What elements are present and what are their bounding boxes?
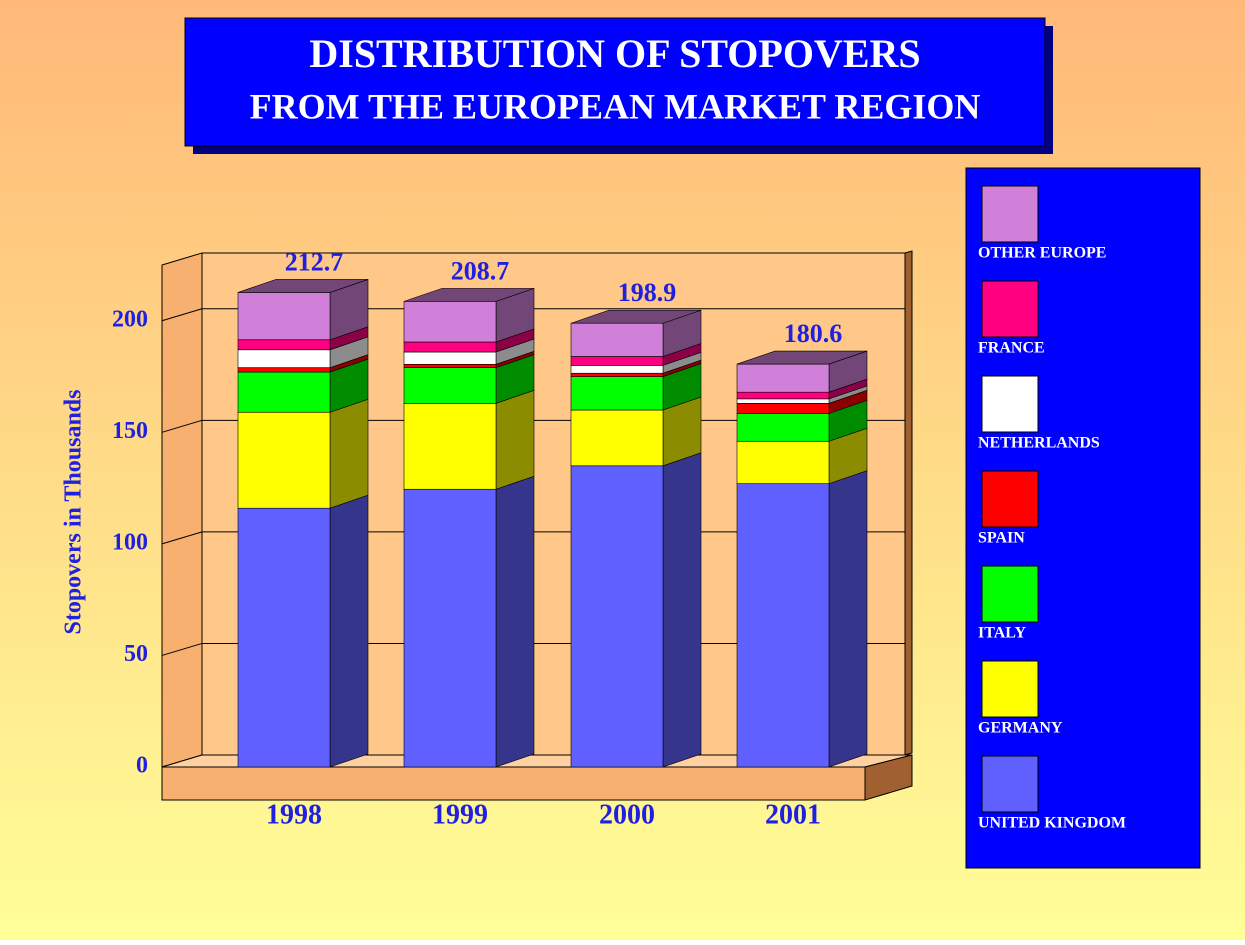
bar-segment — [403, 351, 497, 365]
bar-side — [662, 452, 702, 768]
bar-segment — [237, 371, 331, 413]
bar-segment — [403, 301, 497, 343]
y-axis-label: Stopovers in Thousands — [61, 390, 87, 635]
bar-side — [329, 494, 369, 768]
bar-segment — [237, 411, 331, 509]
bar-segment — [570, 372, 664, 377]
grid-line — [161, 419, 203, 433]
legend-swatch — [981, 755, 1039, 813]
bar-side — [329, 398, 369, 509]
bar-segment — [237, 339, 331, 351]
bar-segment — [237, 507, 331, 768]
legend-label: OTHER EUROPE — [978, 245, 1106, 262]
total-label: 208.7 — [451, 256, 510, 285]
y-tick-label: 0 — [136, 753, 148, 779]
legend-label: FRANCE — [978, 340, 1045, 357]
grid-line — [161, 642, 203, 656]
legend-swatch — [981, 280, 1039, 338]
grid-line — [161, 308, 203, 322]
bar-top — [736, 350, 868, 365]
bar-side — [495, 475, 535, 768]
bar-segment — [403, 363, 497, 368]
y-tick-label: 200 — [112, 306, 148, 332]
bar-segment — [237, 292, 331, 341]
bar-segment — [570, 322, 664, 357]
bar-segment — [403, 403, 497, 490]
floor-front — [161, 766, 866, 801]
bar-segment — [570, 409, 664, 467]
y-tick-label: 50 — [124, 641, 148, 667]
x-tick-label: 2001 — [765, 799, 821, 830]
chart-title: DISTRIBUTION OF STOPOVERS — [309, 31, 920, 76]
legend-swatch — [981, 565, 1039, 623]
back-wall-edge — [904, 250, 913, 756]
legend-label: ITALY — [978, 625, 1026, 642]
bar-segment — [403, 488, 497, 768]
legend-label: UNITED KINGDOM — [978, 815, 1126, 832]
bar-segment — [736, 403, 830, 414]
total-label: 198.9 — [618, 278, 677, 307]
title-box — [184, 17, 1046, 147]
bar-segment — [736, 413, 830, 442]
legend-swatch — [981, 660, 1039, 718]
total-label: 212.7 — [285, 247, 344, 276]
y-tick-label: 150 — [112, 418, 148, 444]
legend-swatch — [981, 185, 1039, 243]
bar-segment — [237, 367, 331, 373]
bar-segment — [736, 391, 830, 400]
bar-segment — [403, 367, 497, 404]
bar-top — [237, 279, 369, 293]
grid-line — [161, 531, 203, 545]
floor-side — [864, 754, 913, 801]
x-tick-label: 1999 — [432, 799, 488, 830]
side-wall — [161, 252, 203, 768]
bar-segment — [570, 376, 664, 411]
bar-segment — [403, 341, 497, 353]
y-tick-label: 100 — [112, 529, 148, 555]
bar-segment — [570, 465, 664, 768]
bar-side — [495, 389, 535, 490]
bar-segment — [237, 349, 331, 368]
legend-label: NETHERLANDS — [978, 435, 1100, 452]
bar-segment — [570, 365, 664, 374]
bar-segment — [736, 440, 830, 484]
bar-top — [403, 288, 535, 302]
legend-swatch — [981, 375, 1039, 433]
legend-swatch — [981, 470, 1039, 528]
legend-label: SPAIN — [978, 530, 1025, 547]
bar-segment — [736, 398, 830, 404]
bar-side — [828, 470, 868, 768]
bar-segment — [736, 363, 830, 393]
x-tick-label: 1998 — [266, 799, 322, 830]
legend-label: GERMANY — [978, 720, 1063, 737]
bar-segment — [570, 356, 664, 366]
x-tick-label: 2000 — [599, 799, 655, 830]
bar-segment — [736, 483, 830, 768]
total-label: 180.6 — [784, 319, 843, 348]
bar-top — [570, 309, 702, 324]
chart-subtitle: FROM THE EUROPEAN MARKET REGION — [250, 86, 981, 126]
